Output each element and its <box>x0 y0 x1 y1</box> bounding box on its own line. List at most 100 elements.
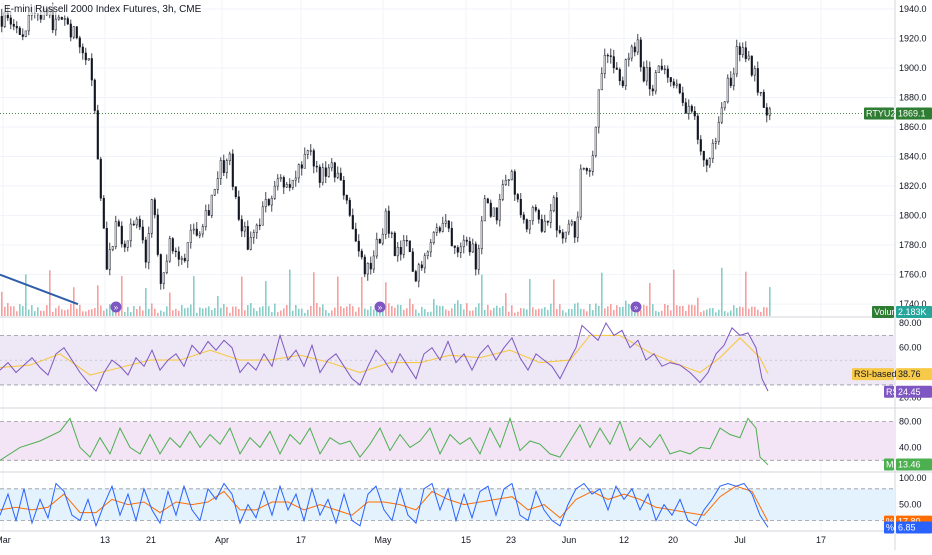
volume-bar <box>541 308 543 316</box>
volume-bar <box>349 303 351 316</box>
volume-bar <box>298 308 300 316</box>
candle-body <box>609 55 612 57</box>
volume-bar <box>463 309 465 316</box>
candle-body <box>669 77 672 83</box>
volume-bar <box>529 278 531 316</box>
volume-bar <box>292 310 294 316</box>
candle-body <box>240 219 243 232</box>
volume-bar <box>115 309 117 316</box>
volume-bar <box>598 305 600 316</box>
candle-body <box>534 207 537 211</box>
candle-body <box>579 168 582 218</box>
price-tick-label: 1860.0 <box>899 122 927 132</box>
volume-value-tag: 2.183K <box>896 306 932 318</box>
time-tick-label: May <box>374 535 392 545</box>
volume-bar <box>175 308 177 316</box>
volume-bar <box>232 306 234 316</box>
candle-body <box>483 198 486 222</box>
candle-body <box>285 184 288 188</box>
rsi-ma-label-tag: RSI-based MA <box>852 368 913 381</box>
volume-bar <box>682 305 684 316</box>
candle-body <box>729 77 732 86</box>
volume-bar <box>610 304 612 316</box>
candle-body <box>222 160 225 173</box>
mf-label-tag: MF <box>884 458 899 471</box>
volume-bar <box>703 310 705 316</box>
candles <box>0 2 771 290</box>
volume-bar <box>121 275 123 316</box>
volume-bar <box>403 309 405 316</box>
candle-body <box>228 153 231 161</box>
volume-bar <box>397 304 399 316</box>
event-glyph: » <box>114 303 119 312</box>
volume-bar <box>61 309 63 316</box>
mf-value-tag: 13.46 <box>896 458 932 471</box>
candle-body <box>585 168 588 171</box>
candle-body <box>198 233 201 236</box>
candle-body <box>279 177 282 180</box>
candle-body <box>231 153 234 187</box>
volume-bar <box>616 305 618 316</box>
volume-bar <box>715 312 717 316</box>
candle-body <box>210 194 213 216</box>
candle-body <box>75 26 78 39</box>
candle-body <box>291 179 294 188</box>
volume-bar <box>658 311 660 316</box>
candle-body <box>138 218 141 228</box>
candle-body <box>105 228 108 270</box>
candle-body <box>381 233 384 244</box>
volume-bar <box>730 310 732 316</box>
volume-bar <box>724 311 726 316</box>
candle-body <box>78 37 81 48</box>
candle-body <box>720 107 723 123</box>
volume-bar <box>79 304 81 316</box>
time-tick-label: 21 <box>146 535 156 545</box>
candle-body <box>234 186 237 198</box>
volume-bar <box>328 312 330 316</box>
volume-bar <box>163 311 165 316</box>
volume-bar <box>676 305 678 316</box>
candle-body <box>624 59 627 87</box>
volume-bar <box>550 303 552 316</box>
volume-bar <box>424 309 426 316</box>
volume-bar <box>100 305 102 316</box>
time-tick-label: Jun <box>562 535 577 545</box>
candle-body <box>93 79 96 111</box>
price-tick-label: 1840.0 <box>899 152 927 162</box>
candle-body <box>39 14 42 20</box>
volume-bar <box>91 309 93 316</box>
volume-bar <box>559 304 561 316</box>
candle-body <box>144 239 147 263</box>
volume-bar <box>406 308 408 316</box>
volume-bar <box>475 307 477 316</box>
candle-body <box>18 27 21 35</box>
tag-bg <box>884 521 894 534</box>
event-icon <box>110 301 122 313</box>
candle-body <box>396 246 399 257</box>
volume-bar <box>202 308 204 316</box>
volume-bar <box>148 308 150 316</box>
candle-body <box>417 264 420 282</box>
volume-bar <box>376 309 378 316</box>
volume-bar <box>310 305 312 316</box>
volume-bar <box>295 304 297 316</box>
candle-body <box>576 216 579 238</box>
candle-body <box>711 142 714 159</box>
candle-body <box>24 30 27 37</box>
volume-bar <box>319 307 321 316</box>
candle-body <box>660 65 663 70</box>
volume-bar <box>430 311 432 316</box>
candle-body <box>570 221 573 225</box>
volume-bar <box>46 305 48 316</box>
candle-body <box>60 16 63 20</box>
last-price-tag: 1869.1 <box>896 107 932 120</box>
volume-bar <box>583 309 585 316</box>
candle-body <box>528 220 531 230</box>
candle-body <box>213 189 216 196</box>
volume-bar <box>511 305 513 316</box>
volume-bar <box>652 304 654 316</box>
candle-body <box>111 246 114 250</box>
candle-body <box>219 160 222 179</box>
